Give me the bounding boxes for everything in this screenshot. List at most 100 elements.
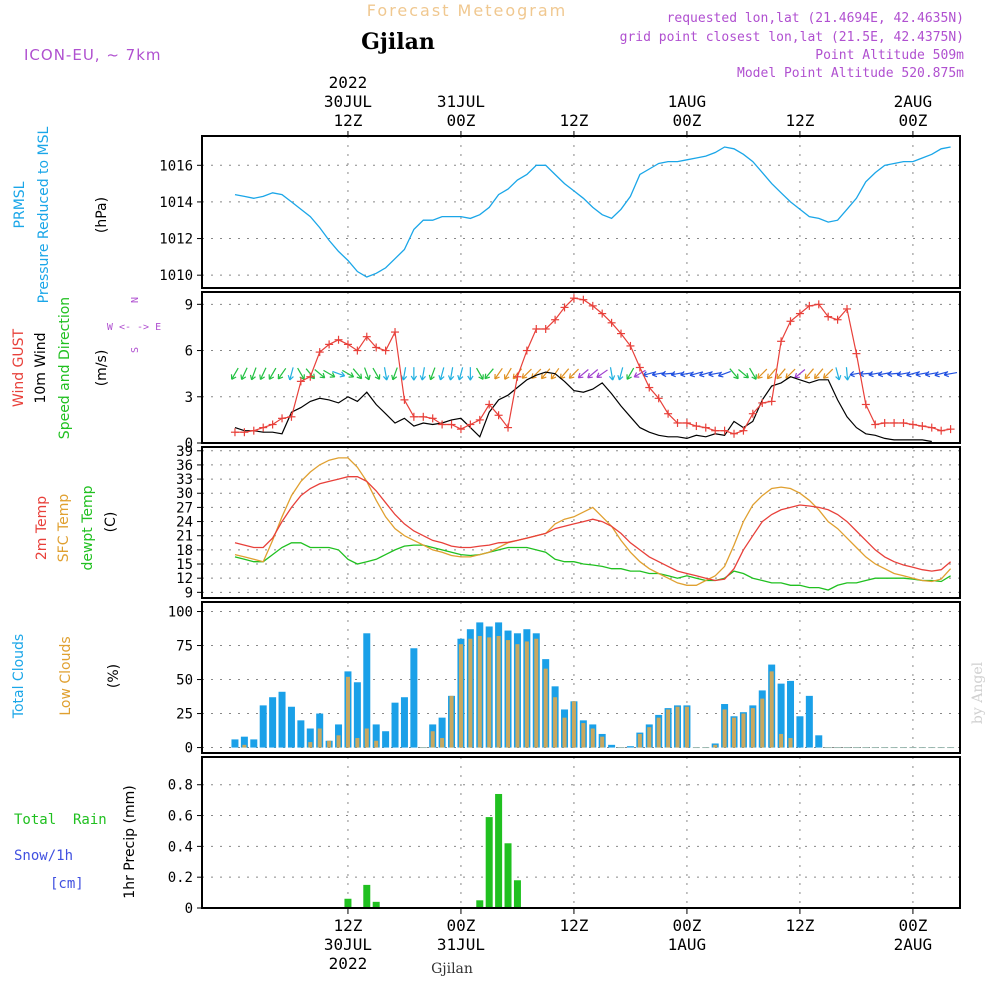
pressure-labels: PRMSL Pressure Reduced to MSL (hPa) [12, 126, 110, 303]
total-cloud-bar [269, 697, 277, 748]
panel-5: 0 0.2 0.4 0.6 0.8 [168, 756, 961, 917]
wind-arrow-head [794, 372, 798, 379]
wind-arrow-shaft [314, 369, 326, 379]
wind-arrow-head [596, 372, 600, 378]
total-clouds-label: Total Clouds [11, 634, 27, 719]
wind-arrow [835, 367, 842, 381]
wind-arrow-shaft [577, 369, 589, 379]
y-tick-label: 0.6 [168, 809, 193, 825]
wind-arrow-shaft [392, 367, 398, 380]
wind-arrow-shaft [896, 371, 911, 376]
wind-arrow-head [260, 376, 265, 381]
wind-arrow-head [849, 374, 855, 378]
wind-arrow-head [587, 376, 593, 379]
low-cloud-bar [524, 641, 529, 748]
time-label: 2AUG [894, 935, 933, 954]
wind-arrow-head [767, 376, 773, 380]
y-tick-label: 25 [176, 707, 193, 723]
temp-unit-label: (C) [103, 512, 119, 533]
pressure-msl-label: Pressure Reduced to MSL [36, 126, 52, 303]
wind-arrow-head [906, 374, 912, 378]
wind-arrow-head [364, 376, 370, 381]
gust-marker [635, 363, 644, 372]
gust-marker [278, 414, 287, 423]
wind-arrow-head [612, 375, 616, 381]
total-cloud-bar [353, 682, 361, 748]
time-label: 12Z [333, 916, 362, 935]
wind-arrow-head [924, 370, 930, 376]
y-tick-label: 1014 [159, 195, 193, 211]
gust-marker [447, 420, 456, 429]
gust-marker [767, 397, 776, 406]
wind-arrow [813, 368, 824, 380]
wind-arrow-shaft [609, 367, 614, 381]
low-cloud-bar [374, 740, 379, 748]
time-label: 12Z [785, 916, 814, 935]
wind-arrow-shaft [757, 368, 768, 379]
gust-marker [777, 337, 786, 346]
y-tick-label: 3 [185, 390, 193, 406]
gust-marker [315, 348, 324, 357]
wind-arrow-head [289, 376, 294, 381]
y-tick-label: 15 [176, 557, 193, 573]
time-label: 12Z [785, 111, 814, 130]
wind-arrow [718, 370, 731, 378]
y-tick-label: 12 [176, 571, 193, 587]
low-cloud-bar [449, 695, 454, 748]
requested-coords: requested lon,lat (21.4694E, 42.4635N) [667, 11, 964, 26]
wind-arrow-shaft [925, 371, 939, 376]
total-cloud-bar [400, 697, 408, 748]
low-cloud-bar [562, 717, 567, 748]
wind-arrow-head [410, 375, 415, 381]
wind-arrow-head [868, 370, 873, 376]
time-label: 30JUL [324, 935, 372, 954]
wind-arrow [804, 368, 814, 380]
wind-arrow-shaft [521, 368, 532, 379]
low-cloud-bar [553, 697, 558, 748]
y-tick-label: 18 [176, 543, 193, 559]
wind-arrow-shaft [352, 368, 363, 380]
gust-marker [824, 312, 833, 321]
total-cloud-bar [278, 691, 286, 748]
wind-arrow-shaft [484, 368, 494, 380]
rain-label: Total Rain [14, 812, 107, 828]
y-tick-label: 0.8 [168, 778, 193, 794]
wind-arrow-head [746, 372, 749, 379]
wind-arrow-head [319, 376, 325, 379]
wind-arrow [626, 367, 635, 380]
wind-arrow-head [915, 374, 921, 378]
panel-frame [201, 756, 961, 909]
y-tick-label: 50 [176, 673, 193, 689]
wind-arrow [906, 371, 920, 378]
wind-arrow-head [386, 375, 390, 381]
low-cloud-bar [496, 636, 501, 748]
gust-marker [588, 301, 597, 310]
wind-arrow [568, 368, 579, 379]
wind-arrow [633, 369, 646, 378]
gust-marker [400, 395, 409, 404]
wind-arrow-head [633, 372, 638, 378]
wind-arrow-head [814, 376, 820, 380]
low-cloud-bar [468, 638, 473, 748]
wind-arrow [259, 367, 267, 381]
low-cloud-bar [242, 744, 247, 748]
wind-arrow-head [259, 374, 262, 380]
wind-arrow-shaft [794, 369, 806, 379]
pressure-line [234, 146, 951, 278]
time-label: 1AUG [668, 935, 707, 954]
wind-arrow-head [240, 374, 243, 380]
wind-arrow [438, 367, 445, 381]
gust-marker [805, 301, 814, 310]
gust-marker [456, 425, 465, 434]
wind-arrow-head [822, 373, 826, 379]
wind-10m-label: 10m Wind [33, 332, 49, 403]
wind-arrow-head [419, 375, 423, 381]
y-tick-label: 30 [176, 486, 193, 502]
total-cloud-bar [410, 648, 418, 748]
wind-arrow-shaft [596, 369, 608, 378]
watermark: by Angel [970, 661, 986, 724]
wind-arrow-head [331, 372, 336, 378]
low-cloud-bar [327, 740, 332, 748]
wind-arrow [342, 369, 355, 378]
wind-arrow-shaft [568, 368, 579, 379]
